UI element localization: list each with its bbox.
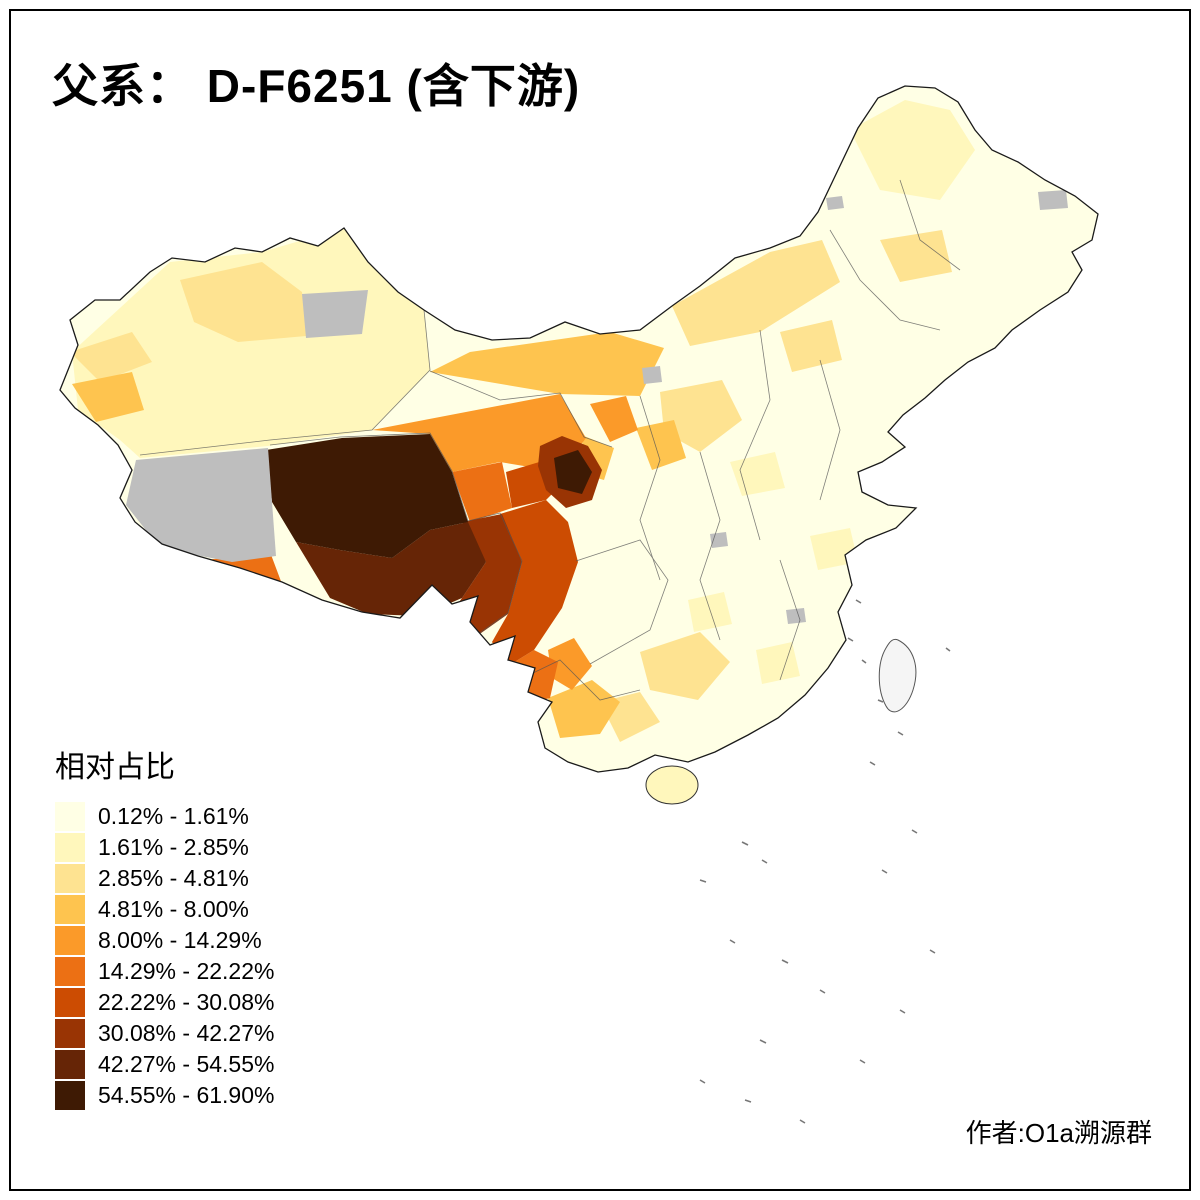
legend-label: 8.00% - 14.29% — [98, 927, 262, 953]
hainan-island — [645, 765, 699, 805]
legend-item: 1.61% - 2.85% — [55, 833, 274, 862]
region-ningxia — [636, 420, 686, 470]
south-sea-islands — [699, 599, 951, 1124]
region-neimeng-band — [672, 240, 840, 346]
legend-item: 42.27% - 54.55% — [55, 1050, 274, 1079]
region-nodata-northeast — [1038, 190, 1068, 210]
legend-swatch — [55, 833, 85, 862]
legend: 相对占比 0.12% - 1.61% 1.61% - 2.85% 2.85% -… — [55, 742, 274, 1112]
region-gansu-spot — [590, 396, 638, 442]
legend-swatch — [55, 957, 85, 986]
page-title: 父系： D-F6251 (含下游) — [52, 60, 581, 112]
taiwan-island — [878, 638, 917, 713]
legend-swatch — [55, 988, 85, 1017]
legend-item: 14.29% - 22.22% — [55, 957, 274, 986]
region-xinjiang — [72, 228, 430, 458]
region-shaanxi-north — [660, 380, 742, 452]
legend-item: 4.81% - 8.00% — [55, 895, 274, 924]
region-yunnan-central — [548, 680, 620, 738]
region-tibet-north — [266, 434, 468, 558]
legend-label: 0.12% - 1.61% — [98, 803, 249, 829]
region-northeast-mid — [880, 230, 952, 282]
legend-label: 30.08% - 42.27% — [98, 1020, 275, 1046]
region-xinjiang-north — [180, 262, 306, 342]
legend-item: 8.00% - 14.29% — [55, 926, 274, 955]
legend-label: 4.81% - 8.00% — [98, 896, 249, 922]
legend-swatch — [55, 1019, 85, 1048]
legend-item: 30.08% - 42.27% — [55, 1019, 274, 1048]
region-nodata-lopnur — [302, 290, 368, 338]
legend-title: 相对占比 — [55, 751, 175, 784]
legend-swatch — [55, 895, 85, 924]
region-heilongjiang-north — [850, 100, 975, 200]
china-outline — [59, 85, 1099, 773]
legend-item: 54.55% - 61.90% — [55, 1081, 274, 1110]
region-xinjiang-west — [72, 372, 144, 422]
legend-label: 2.85% - 4.81% — [98, 865, 249, 891]
legend-label: 54.55% - 61.90% — [98, 1082, 275, 1108]
legend-swatch — [55, 926, 85, 955]
legend-swatch — [55, 1050, 85, 1079]
legend-swatch — [55, 802, 85, 831]
legend-item: 2.85% - 4.81% — [55, 864, 274, 893]
author-credit: 作者:O1a溯源群 — [965, 1118, 1152, 1148]
region-nodata-spot1 — [642, 366, 662, 384]
region-hebei-north — [780, 320, 842, 372]
legend-item: 22.22% - 30.08% — [55, 988, 274, 1017]
region-qinghai-band — [372, 394, 586, 472]
region-nodata-spot4 — [826, 196, 844, 210]
legend-label: 22.22% - 30.08% — [98, 989, 275, 1015]
region-nodata-ngari — [126, 448, 276, 562]
region-henan-patch — [730, 452, 785, 496]
legend-swatch — [55, 864, 85, 893]
legend-item: 0.12% - 1.61% — [55, 802, 274, 831]
region-qinghai-south — [452, 462, 512, 522]
region-nodata-spot3 — [786, 608, 806, 624]
region-gannan-core — [554, 450, 592, 494]
region-ili — [70, 332, 152, 382]
region-muli — [548, 638, 592, 690]
choropleth-regions — [70, 100, 1068, 742]
region-gansu-corridor — [430, 332, 664, 396]
legend-label: 1.61% - 2.85% — [98, 834, 249, 860]
region-nodata-spot2 — [710, 532, 728, 548]
legend-label: 42.27% - 54.55% — [98, 1051, 275, 1077]
region-guizhou — [640, 632, 730, 700]
region-chongqing-patch — [688, 592, 732, 632]
legend-swatch — [55, 1081, 85, 1110]
legend-label: 14.29% - 22.22% — [98, 958, 275, 984]
